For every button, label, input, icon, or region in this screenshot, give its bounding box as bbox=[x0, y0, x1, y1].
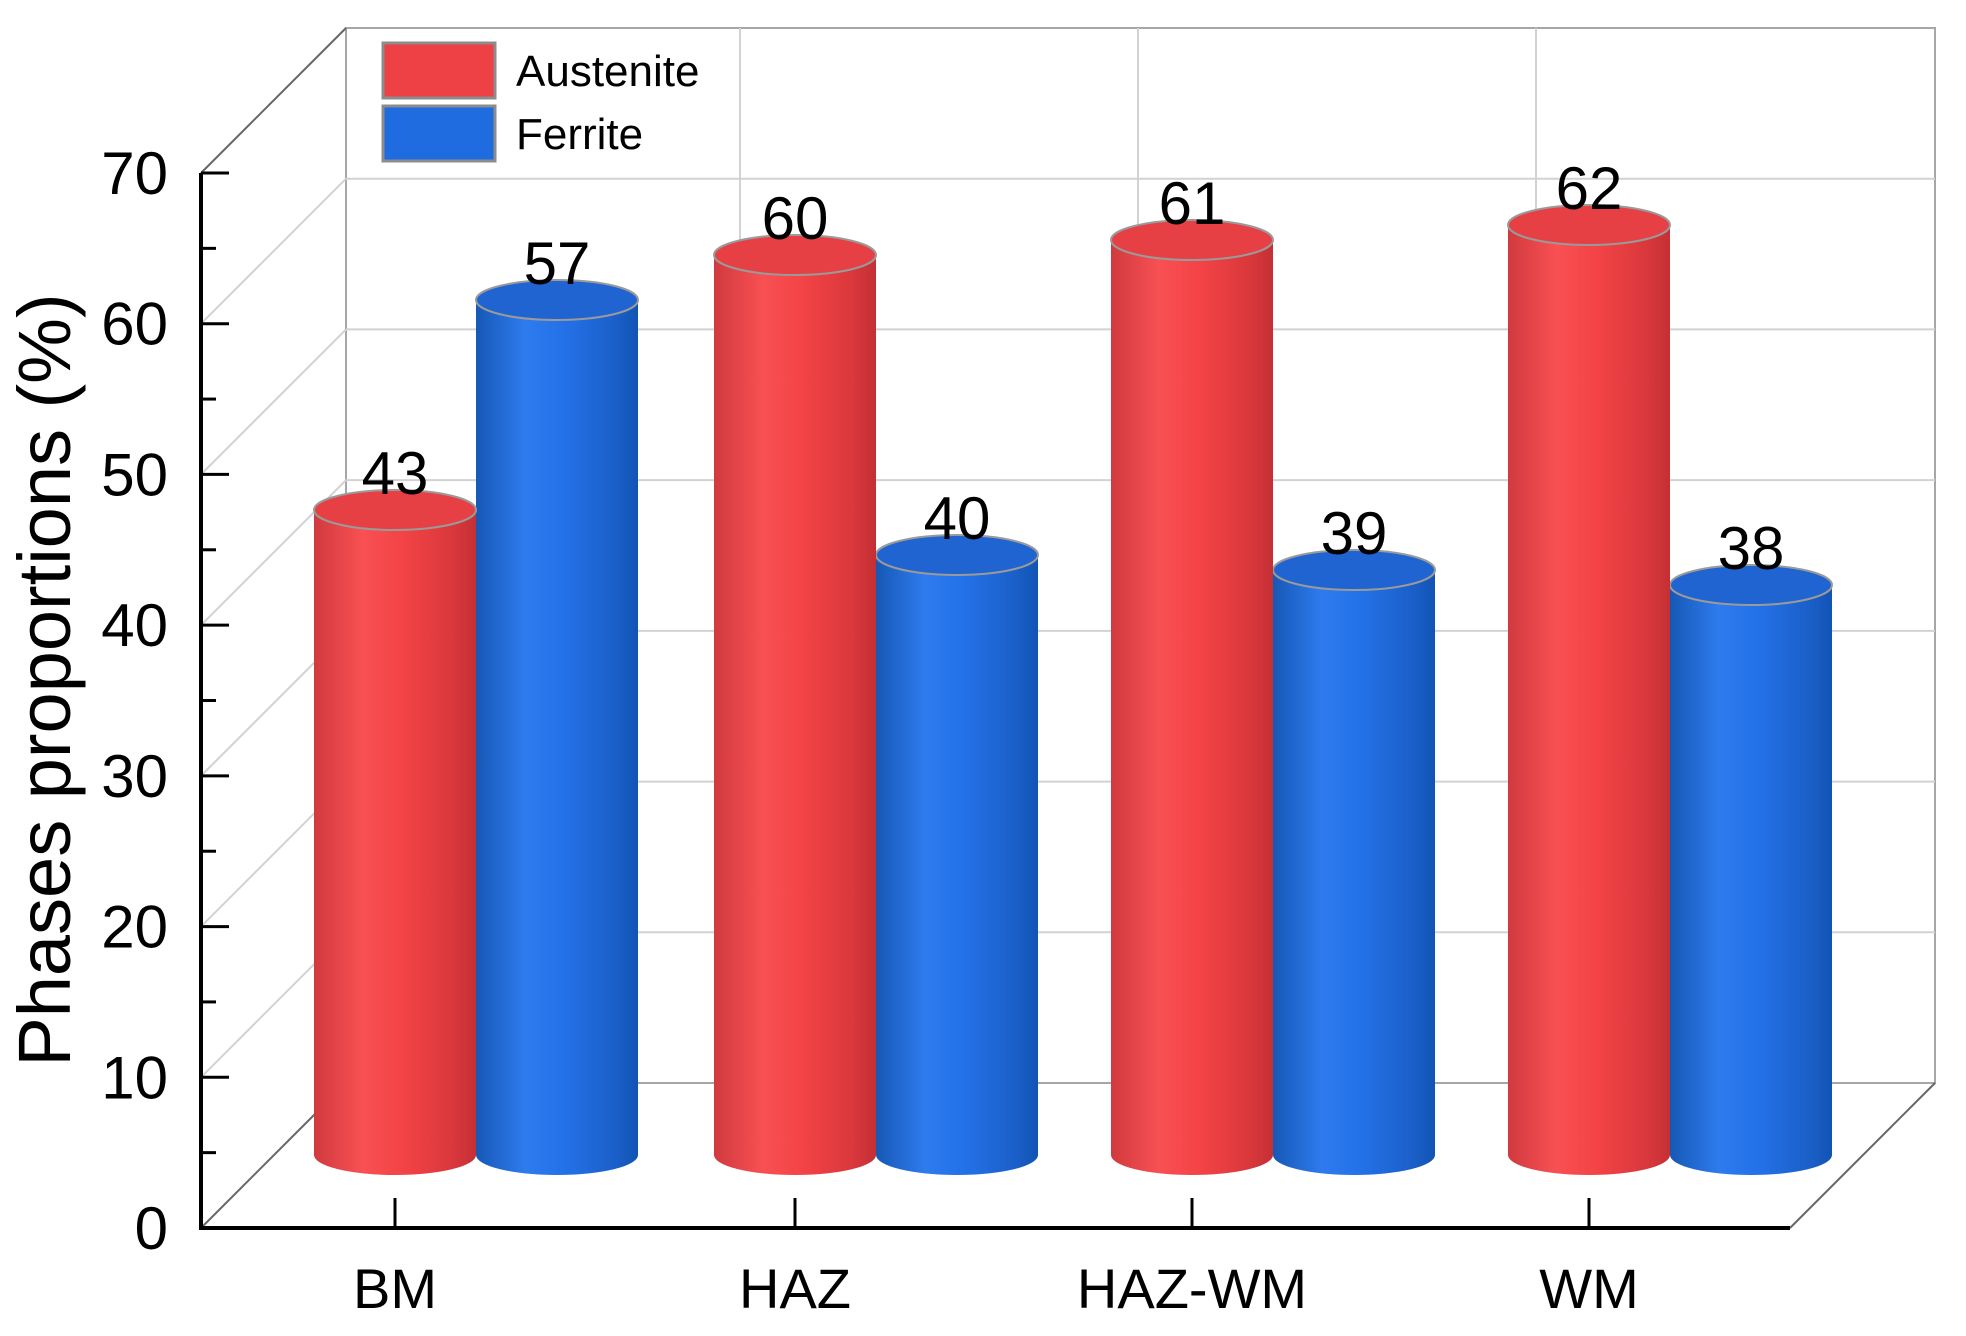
cylinder-body-ferrite-HAZ-WM bbox=[1273, 570, 1435, 1175]
value-label-ferrite-HAZ: 40 bbox=[924, 485, 991, 552]
side-gridline bbox=[200, 178, 347, 325]
value-label-austenite-HAZ: 60 bbox=[762, 185, 829, 252]
cylinder-body-austenite-HAZ-WM bbox=[1111, 240, 1273, 1175]
x-category-label-WM: WM bbox=[1539, 1257, 1639, 1320]
legend-swatch-austenite bbox=[381, 41, 497, 100]
value-label-austenite-HAZ-WM: 61 bbox=[1159, 170, 1226, 237]
y-tick-label: 50 bbox=[101, 441, 168, 508]
y-tick-label: 30 bbox=[101, 743, 168, 810]
cylinder-body-ferrite-BM bbox=[476, 300, 638, 1175]
plot-scene: 57 43 40 60 39 61 38 62 0 10 20 30 40 50 60 70 BM HAZ HAZ-… bbox=[101, 27, 1936, 1320]
cylinder-body-ferrite-WM bbox=[1670, 585, 1832, 1175]
y-tick-label: 20 bbox=[101, 894, 168, 961]
y-tick-label: 70 bbox=[101, 140, 168, 207]
x-category-label-BM: BM bbox=[353, 1257, 437, 1320]
side-gridline bbox=[200, 328, 347, 476]
cylinder-top-austenite-HAZ bbox=[713, 234, 877, 276]
legend-label-ferrite: Ferrite bbox=[516, 110, 643, 159]
edge-bottom-right-diagonal bbox=[1789, 1082, 1936, 1229]
value-label-ferrite-HAZ-WM: 39 bbox=[1321, 500, 1388, 567]
value-label-ferrite-WM: 38 bbox=[1718, 515, 1785, 582]
y-tick-label: 0 bbox=[135, 1195, 168, 1262]
cylinder-top-austenite-BM bbox=[313, 489, 477, 531]
y-tick-label: 60 bbox=[101, 291, 168, 358]
legend: Austenite Ferrite bbox=[381, 41, 699, 163]
cylinder-top-ferrite-BM bbox=[475, 279, 639, 321]
value-label-austenite-WM: 62 bbox=[1556, 155, 1623, 222]
cylinder-top-austenite-WM bbox=[1507, 204, 1671, 246]
y-tick-label: 10 bbox=[101, 1044, 168, 1111]
cylinder-top-austenite-HAZ-WM bbox=[1110, 219, 1274, 261]
legend-swatch-ferrite bbox=[381, 104, 497, 163]
y-axis-title: Phases proportions (%) bbox=[3, 293, 86, 1066]
cylinder-body-austenite-HAZ bbox=[714, 255, 876, 1175]
cylinder-body-austenite-BM bbox=[314, 510, 476, 1175]
cylinder-body-ferrite-HAZ bbox=[876, 555, 1038, 1175]
cylinder-body-austenite-WM bbox=[1508, 225, 1670, 1175]
x-category-label-HAZ: HAZ bbox=[739, 1257, 851, 1320]
legend-label-austenite: Austenite bbox=[516, 47, 699, 96]
value-label-ferrite-BM: 57 bbox=[524, 230, 591, 297]
value-label-austenite-BM: 43 bbox=[362, 440, 429, 507]
y-tick-label: 40 bbox=[101, 592, 168, 659]
edge-top-left-diagonal bbox=[200, 27, 347, 174]
x-category-label-HAZ-WM: HAZ-WM bbox=[1077, 1257, 1307, 1320]
